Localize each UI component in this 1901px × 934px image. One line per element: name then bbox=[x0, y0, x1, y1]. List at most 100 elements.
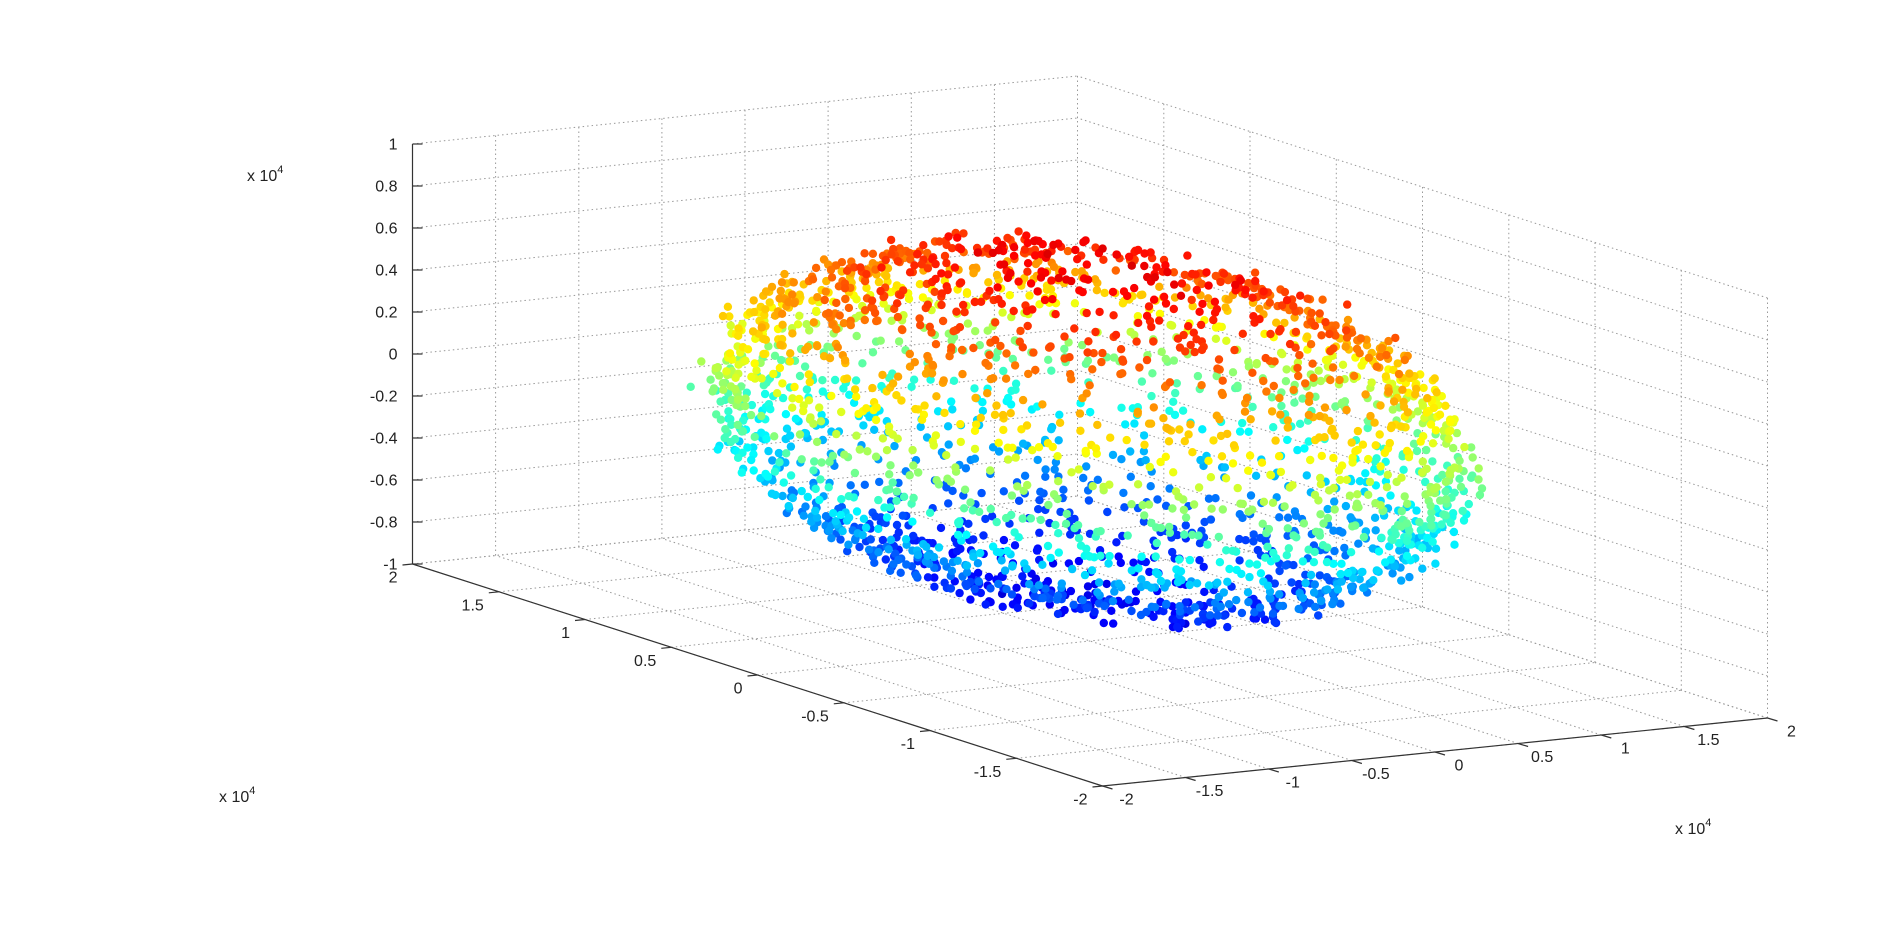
data-point bbox=[940, 408, 949, 418]
data-point bbox=[809, 466, 818, 475]
data-point bbox=[720, 433, 729, 443]
data-point bbox=[1108, 597, 1118, 606]
data-point bbox=[1224, 295, 1233, 304]
data-point bbox=[1211, 271, 1221, 281]
data-point bbox=[1127, 566, 1137, 575]
data-point bbox=[1341, 501, 1351, 511]
data-point bbox=[1376, 401, 1385, 410]
data-point bbox=[1018, 395, 1028, 405]
data-point bbox=[1121, 420, 1130, 429]
data-point bbox=[786, 471, 796, 480]
data-point bbox=[835, 311, 844, 320]
data-point bbox=[1029, 236, 1039, 246]
data-point bbox=[1059, 485, 1068, 494]
data-point bbox=[1106, 433, 1115, 442]
data-point bbox=[1165, 378, 1175, 387]
data-point bbox=[1008, 561, 1017, 570]
data-point bbox=[1426, 420, 1436, 429]
data-point bbox=[981, 600, 990, 609]
data-point bbox=[1337, 399, 1346, 409]
data-point bbox=[1049, 262, 1059, 271]
data-point bbox=[1237, 608, 1247, 618]
data-point bbox=[1430, 484, 1439, 494]
data-point bbox=[1014, 227, 1023, 236]
data-point bbox=[897, 325, 907, 334]
data-point bbox=[955, 323, 965, 332]
data-point bbox=[970, 444, 980, 454]
data-point bbox=[871, 452, 881, 461]
data-point bbox=[898, 511, 907, 520]
data-point bbox=[1085, 552, 1095, 561]
data-point bbox=[998, 572, 1007, 582]
data-point bbox=[938, 316, 948, 326]
data-point bbox=[1235, 556, 1244, 565]
data-point bbox=[1066, 586, 1076, 596]
data-point bbox=[1260, 329, 1269, 339]
data-point bbox=[968, 506, 977, 515]
data-point bbox=[953, 556, 962, 565]
data-point bbox=[800, 362, 810, 371]
data-point bbox=[988, 443, 998, 452]
data-point bbox=[1099, 618, 1109, 628]
data-point bbox=[1004, 393, 1013, 403]
data-point bbox=[943, 422, 953, 431]
data-point bbox=[1064, 338, 1073, 347]
data-point bbox=[1156, 523, 1166, 533]
data-point bbox=[1033, 287, 1042, 296]
data-point bbox=[1446, 426, 1455, 435]
data-point bbox=[775, 458, 784, 467]
data-point bbox=[1319, 519, 1328, 528]
data-point bbox=[1013, 603, 1022, 612]
data-point bbox=[831, 517, 840, 526]
data-point bbox=[1280, 287, 1290, 297]
data-point bbox=[1354, 539, 1363, 548]
data-point bbox=[1228, 546, 1237, 555]
data-point bbox=[718, 379, 728, 388]
data-point bbox=[947, 343, 956, 352]
data-point bbox=[863, 447, 872, 456]
data-point bbox=[1105, 480, 1114, 489]
data-point bbox=[825, 457, 834, 467]
data-point bbox=[757, 323, 766, 332]
data-point bbox=[1287, 578, 1296, 587]
data-point bbox=[1165, 522, 1174, 532]
grid-line bbox=[1077, 75, 1768, 299]
data-point bbox=[1336, 569, 1345, 579]
data-point bbox=[1056, 507, 1065, 517]
data-point bbox=[1111, 330, 1121, 340]
data-point bbox=[777, 355, 786, 365]
data-point bbox=[1035, 528, 1044, 537]
data-point bbox=[1326, 375, 1335, 385]
data-point bbox=[844, 540, 853, 549]
data-point bbox=[992, 270, 1002, 280]
grid-line bbox=[412, 117, 1078, 187]
data-point bbox=[781, 410, 791, 419]
data-point bbox=[899, 492, 909, 501]
data-point bbox=[977, 488, 986, 498]
data-point bbox=[964, 519, 973, 528]
data-point bbox=[1074, 534, 1084, 543]
data-point bbox=[976, 588, 985, 598]
data-point bbox=[1214, 355, 1224, 364]
data-point bbox=[1359, 583, 1368, 593]
data-point bbox=[896, 568, 905, 577]
z-tick-label: 0.2 bbox=[375, 305, 397, 322]
data-point bbox=[1022, 231, 1031, 240]
data-point bbox=[1051, 520, 1060, 530]
data-point bbox=[1402, 551, 1412, 561]
data-point bbox=[1223, 429, 1232, 439]
data-point bbox=[1091, 444, 1101, 453]
data-point bbox=[923, 573, 933, 582]
data-point bbox=[1317, 451, 1327, 461]
data-point bbox=[923, 300, 932, 309]
data-point bbox=[1308, 359, 1317, 368]
data-point bbox=[1417, 468, 1427, 477]
data-point bbox=[1098, 244, 1107, 253]
data-point bbox=[1283, 531, 1292, 540]
data-point bbox=[1155, 316, 1164, 325]
data-point bbox=[1171, 388, 1180, 398]
data-point bbox=[1419, 383, 1428, 393]
data-point bbox=[931, 340, 941, 349]
data-point bbox=[1174, 492, 1183, 501]
z-tick-label: 0 bbox=[389, 347, 398, 364]
